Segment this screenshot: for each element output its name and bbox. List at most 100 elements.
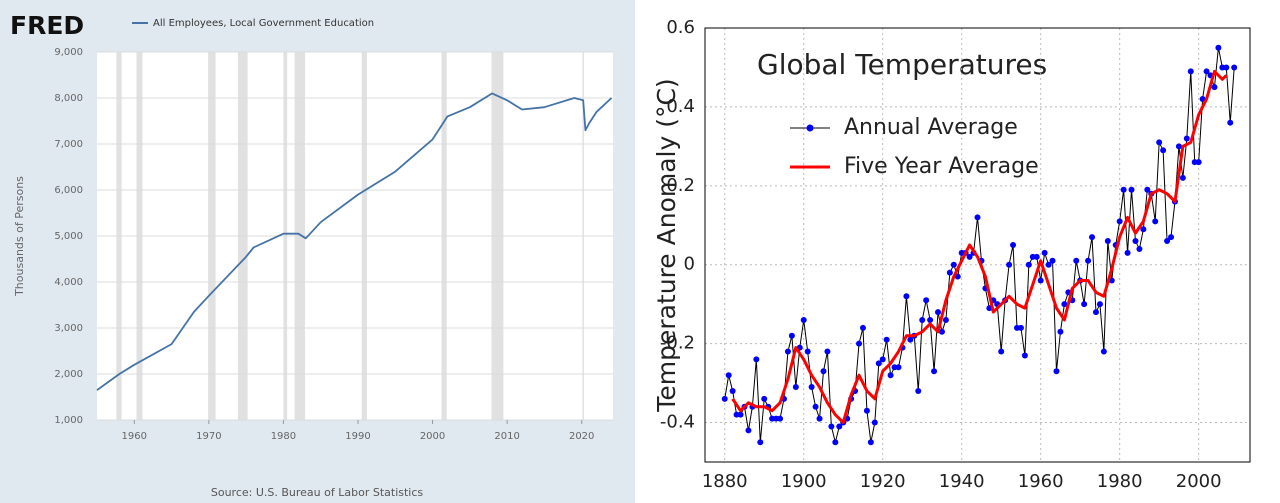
- series-marker: [1215, 44, 1222, 51]
- y-tick-label: 4,000: [54, 277, 83, 288]
- series-marker: [800, 316, 807, 323]
- x-tick-label: 1970: [196, 431, 221, 442]
- series-marker: [1223, 64, 1230, 71]
- y-tick-label: -0.2: [660, 333, 695, 354]
- series-marker: [919, 316, 926, 323]
- y-axis-label: Temperature Anomaly (°C): [652, 78, 681, 412]
- series-marker: [935, 309, 942, 316]
- series-marker: [915, 387, 922, 394]
- y-axis-label: Thousands of Persons: [13, 176, 26, 297]
- series-marker: [1073, 257, 1080, 264]
- series-marker: [923, 297, 930, 304]
- series-marker: [816, 415, 823, 422]
- series-marker: [867, 439, 874, 446]
- y-tick-label: -0.4: [660, 412, 695, 433]
- y-tick-label: 6,000: [54, 185, 83, 196]
- series-marker: [1089, 234, 1096, 241]
- series-marker: [808, 384, 815, 391]
- series-marker: [757, 439, 764, 446]
- y-tick-label: 9,000: [54, 47, 83, 58]
- series-marker: [828, 423, 835, 430]
- series-marker: [887, 372, 894, 379]
- series-marker: [1175, 143, 1182, 150]
- y-tick-label: 0.2: [666, 175, 695, 196]
- x-tick-label: 2000: [1176, 471, 1222, 492]
- series-marker: [1116, 218, 1123, 225]
- series-marker: [1017, 324, 1024, 331]
- series-marker: [1092, 309, 1099, 316]
- series-marker: [753, 356, 760, 363]
- x-tick-label: 1900: [781, 471, 827, 492]
- x-tick-label: 1990: [345, 431, 370, 442]
- series-marker: [1045, 261, 1052, 268]
- x-tick-label: 1980: [1097, 471, 1143, 492]
- y-tick-label: 2,000: [54, 369, 83, 380]
- series-marker: [1006, 261, 1013, 268]
- series-marker: [784, 348, 791, 355]
- series-marker: [1187, 68, 1194, 75]
- x-tick-label: 2000: [420, 431, 445, 442]
- series-marker: [946, 269, 953, 276]
- series-marker: [954, 273, 961, 280]
- series-marker: [927, 316, 934, 323]
- series-marker: [1136, 245, 1143, 252]
- x-tick-label: 1960: [122, 431, 147, 442]
- series-marker: [820, 368, 827, 375]
- series-marker: [1081, 301, 1088, 308]
- x-tick-label: 1980: [271, 431, 296, 442]
- series-marker: [974, 214, 981, 221]
- series-marker: [875, 360, 882, 367]
- fred-logo: FRED: [10, 11, 84, 40]
- series-marker: [998, 348, 1005, 355]
- series-marker: [1144, 186, 1151, 193]
- series-marker: [1160, 147, 1167, 154]
- series-marker: [966, 253, 973, 260]
- series-marker: [1053, 368, 1060, 375]
- series-marker: [1049, 257, 1056, 264]
- y-tick-label: 0.4: [666, 96, 695, 117]
- series-marker: [1227, 119, 1234, 126]
- series-marker: [729, 387, 736, 394]
- series-marker: [777, 415, 784, 422]
- y-tick-label: 0.6: [666, 17, 695, 38]
- series-marker: [1168, 234, 1175, 241]
- legend-label: Annual Average: [844, 115, 1018, 140]
- series-marker: [1057, 328, 1064, 335]
- series-marker: [903, 293, 910, 300]
- series-marker: [1179, 174, 1186, 181]
- plot-frame: [704, 27, 1251, 463]
- series-marker: [938, 328, 945, 335]
- x-tick-label: 1880: [702, 471, 748, 492]
- y-tick-label: 8,000: [54, 93, 83, 104]
- series-marker: [1128, 186, 1135, 193]
- series-marker: [1033, 253, 1040, 260]
- series-marker: [1025, 261, 1032, 268]
- series-marker: [1104, 238, 1111, 245]
- series-marker: [1100, 348, 1107, 355]
- series-marker: [1156, 139, 1163, 146]
- y-tick-label: 7,000: [54, 139, 83, 150]
- series-marker: [950, 261, 957, 268]
- series-marker: [942, 316, 949, 323]
- y-tick-label: 1,000: [54, 415, 83, 426]
- series-marker: [1096, 301, 1103, 308]
- series-marker: [737, 411, 744, 418]
- legend-label: Five Year Average: [844, 154, 1039, 179]
- series-marker: [1041, 249, 1048, 256]
- chart-title: Global Temperatures: [757, 48, 1047, 81]
- series-marker: [721, 395, 728, 402]
- series-marker: [1037, 277, 1044, 284]
- series-marker: [931, 368, 938, 375]
- series-marker: [1203, 68, 1210, 75]
- y-tick-label: 3,000: [54, 323, 83, 334]
- series-marker: [812, 403, 819, 410]
- series-marker: [836, 423, 843, 430]
- series-marker: [856, 340, 863, 347]
- series-marker: [1124, 249, 1131, 256]
- x-tick-label: 1960: [1018, 471, 1064, 492]
- legend-label: All Employees, Local Government Educatio…: [153, 18, 374, 29]
- series-marker: [1120, 186, 1127, 193]
- x-tick-label: 2010: [494, 431, 519, 442]
- series-marker: [907, 336, 914, 343]
